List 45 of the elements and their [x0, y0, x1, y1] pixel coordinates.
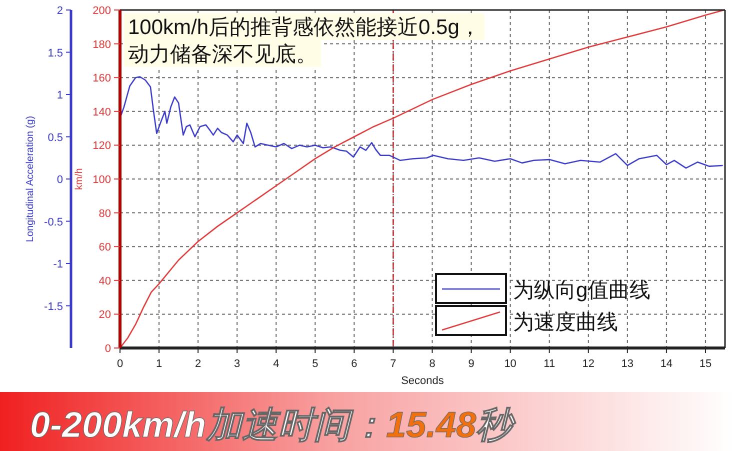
y2-tick-label: -0.5 — [44, 216, 63, 228]
y2-axis-title: Longitudinal Acceleration (g) — [25, 116, 36, 242]
x-tick-label: 1 — [156, 358, 162, 370]
x-tick-label: 4 — [273, 358, 280, 370]
x-tick-label: 13 — [621, 358, 634, 370]
annotation: 100km/h后的推背感依然能接近0.5g， — [128, 16, 480, 39]
y2-tick-label: 0.5 — [48, 132, 63, 144]
legend-label: 为纵向g值曲线 — [513, 279, 651, 302]
x-tick-label: 11 — [544, 358, 556, 370]
y2-tick-label: 2 — [56, 5, 63, 17]
x-tick-label: 8 — [429, 358, 436, 370]
y-tick-label: 160 — [92, 72, 111, 85]
y-tick-label: 100 — [92, 174, 111, 186]
y-tick-label: 200 — [92, 5, 111, 17]
x-tick-label: 2 — [195, 358, 202, 370]
text: 0-200km/h加速时间：15.48秒 — [30, 404, 518, 445]
y2-tick-label: 1 — [56, 90, 63, 102]
x-tick-label: 3 — [234, 358, 240, 370]
x-tick-label: 10 — [504, 358, 516, 370]
y2-tick-label: -1.5 — [44, 300, 63, 313]
x-tick-label: 9 — [468, 358, 474, 370]
legend-item: 为纵向g值曲线 — [435, 273, 651, 304]
x-tick-label: 12 — [582, 358, 595, 370]
x-axis-title: Seconds — [401, 375, 444, 387]
x-tick-label: 15 — [699, 358, 712, 370]
legend-label: 为速度曲线 — [513, 311, 618, 334]
x-tick-label: 6 — [351, 358, 358, 370]
x-tick-label: 7 — [390, 358, 396, 370]
y2-tick-label: 0 — [56, 174, 63, 186]
y-tick-label: 80 — [98, 208, 111, 220]
x-tick-label: 5 — [312, 358, 318, 370]
y2-tick-label: 1.5 — [48, 47, 63, 60]
y-tick-label: 180 — [92, 38, 111, 51]
annotation: 动力储备深不见底。 — [128, 43, 317, 66]
y2-tick-label: -1 — [53, 258, 63, 270]
x-tick-label: 0 — [116, 358, 124, 370]
y-tick-label: 120 — [92, 140, 111, 152]
y-tick-label: 60 — [98, 242, 111, 254]
x-tick-label: 14 — [660, 358, 673, 370]
y-tick-label: 0 — [104, 343, 111, 355]
legend-item: 为速度曲线 — [435, 305, 618, 336]
y-tick-label: 20 — [98, 309, 111, 322]
y-axis-title: km/h — [74, 168, 85, 190]
y-tick-label: 140 — [92, 106, 111, 118]
y-tick-label: 40 — [98, 275, 111, 288]
